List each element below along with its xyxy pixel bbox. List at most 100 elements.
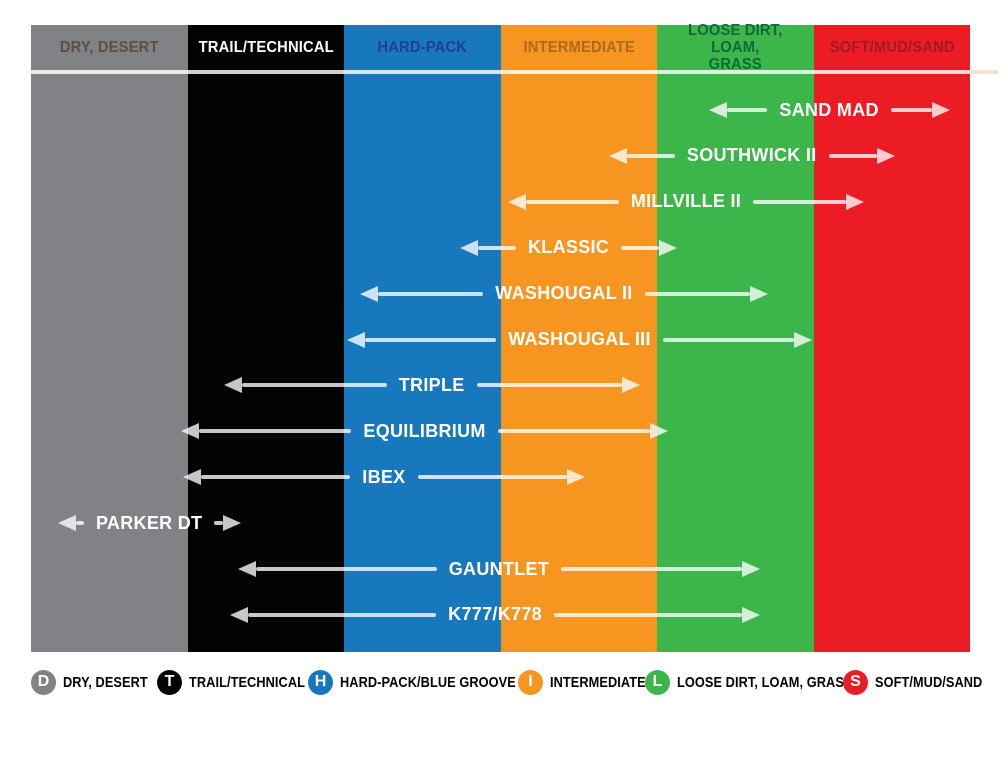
column-header: SOFT/MUD/SAND bbox=[829, 39, 955, 56]
legend-item-s: S SOFT/MUD/SAND bbox=[843, 669, 1000, 695]
arrow-line bbox=[828, 153, 877, 158]
tire-rows: SAND MAD SOUTHWICK II MILLVILLE II KLASSIC W… bbox=[31, 25, 970, 652]
arrowhead-right-icon bbox=[742, 561, 761, 577]
arrow-line bbox=[890, 108, 932, 112]
legend: D DRY, DESERT T TRAIL/TECHNICAL H HARD-PACK/B… bbox=[31, 669, 991, 699]
arrowhead-right-icon bbox=[750, 285, 769, 302]
tire-label: EQUILIBRIUM bbox=[363, 420, 486, 441]
legend-label: LOOSE DIRT, LOAM, GRASS bbox=[677, 673, 853, 691]
arrowhead-left-icon bbox=[229, 606, 248, 623]
tire-range-washougal-iii: WASHOUGAL III bbox=[347, 326, 812, 354]
arrowhead-right-icon bbox=[222, 515, 241, 532]
arrow-line bbox=[241, 383, 387, 388]
arrowhead-right-icon bbox=[649, 423, 668, 440]
arrow-line bbox=[626, 153, 675, 158]
arrowhead-right-icon bbox=[742, 606, 761, 623]
arrow-line bbox=[417, 475, 567, 480]
tire-label: SAND MAD bbox=[779, 99, 879, 120]
legend-item-l: L LOOSE DIRT, LOAM, GRASS bbox=[645, 669, 883, 695]
arrow-line bbox=[200, 475, 351, 480]
tire-range-equilibrium: EQUILIBRIUM bbox=[181, 417, 668, 445]
legend-s-circle-icon: S bbox=[843, 669, 868, 695]
arrowhead-right-icon bbox=[793, 331, 812, 348]
tire-label: PARKER DT bbox=[95, 512, 203, 533]
arrowhead-right-icon bbox=[845, 193, 864, 210]
tire-range-triple: TRIPLE bbox=[223, 371, 640, 399]
tire-label: SOUTHWICK II bbox=[686, 145, 817, 166]
tire-label: KLASSIC bbox=[528, 237, 610, 258]
arrow-line bbox=[726, 108, 768, 112]
arrowhead-right-icon bbox=[931, 102, 950, 118]
tire-label: GAUNTLET bbox=[448, 558, 550, 579]
legend-t-circle-icon: T bbox=[157, 669, 182, 695]
header-separator-line bbox=[31, 70, 970, 74]
arrow-line bbox=[553, 612, 743, 617]
arrowhead-left-icon bbox=[181, 423, 200, 440]
arrowhead-left-icon bbox=[182, 469, 201, 486]
arrow-line bbox=[621, 245, 660, 250]
column-header: TRAIL/TECHNICAL bbox=[198, 39, 334, 56]
legend-d-circle-icon: D bbox=[31, 669, 56, 695]
legend-l-circle-icon: L bbox=[645, 669, 670, 695]
header-separator-stub bbox=[970, 70, 998, 74]
legend-item-t: T TRAIL/TECHNICAL bbox=[157, 669, 326, 695]
tire-range-parker-dt: PARKER DT bbox=[57, 509, 241, 537]
arrow-line bbox=[255, 567, 437, 571]
arrow-line bbox=[377, 291, 484, 296]
arrow-line bbox=[199, 429, 352, 434]
arrow-line bbox=[365, 337, 497, 342]
column-header: HARD-PACK bbox=[377, 39, 468, 56]
arrowhead-left-icon bbox=[347, 331, 366, 348]
arrowhead-left-icon bbox=[359, 285, 378, 302]
arrowhead-right-icon bbox=[566, 469, 585, 486]
legend-h-circle-icon: H bbox=[308, 669, 333, 695]
tire-label: IBEX bbox=[362, 466, 406, 487]
arrow-line bbox=[477, 245, 516, 250]
legend-item-h: H HARD-PACK/BLUE GROOVE bbox=[308, 669, 547, 695]
tire-range-klassic: KLASSIC bbox=[459, 234, 678, 262]
tire-range-gauntlet: GAUNTLET bbox=[237, 555, 761, 583]
column-header: DRY, DESERT bbox=[59, 39, 159, 56]
arrowhead-right-icon bbox=[876, 147, 895, 164]
arrowhead-left-icon bbox=[708, 102, 727, 118]
terrain-column-4: INTERMEDIATE bbox=[500, 25, 657, 652]
legend-label: SOFT/MUD/SAND bbox=[875, 673, 983, 691]
terrain-column-1: DRY, DESERT bbox=[31, 25, 188, 652]
legend-item-i: I INTERMEDIATE bbox=[518, 669, 663, 695]
arrowhead-left-icon bbox=[237, 561, 256, 577]
tire-label: WASHOUGAL III bbox=[508, 329, 651, 349]
arrowhead-left-icon bbox=[459, 239, 478, 256]
tire-range-ibex: IBEX bbox=[182, 463, 585, 491]
legend-label: DRY, DESERT bbox=[63, 673, 148, 691]
terrain-column-6: SOFT/MUD/SAND bbox=[813, 25, 970, 652]
legend-label: TRAIL/TECHNICAL bbox=[189, 673, 306, 691]
legend-label: INTERMEDIATE bbox=[550, 673, 646, 691]
arrow-line bbox=[526, 199, 619, 204]
arrow-line bbox=[561, 567, 743, 571]
tire-label: MILLVILLE II bbox=[630, 191, 742, 212]
arrow-line bbox=[476, 383, 622, 388]
legend-item-d: D DRY, DESERT bbox=[31, 669, 163, 695]
tire-range-washougal-ii: WASHOUGAL II bbox=[359, 280, 769, 308]
tire-label: TRIPLE bbox=[398, 374, 465, 395]
arrowhead-right-icon bbox=[621, 377, 640, 394]
column-header: INTERMEDIATE bbox=[522, 39, 635, 56]
tire-range-sand-mad: SAND MAD bbox=[708, 96, 950, 124]
arrow-line bbox=[497, 429, 650, 434]
tire-label: K777/K778 bbox=[448, 604, 542, 625]
tire-label: WASHOUGAL II bbox=[495, 283, 633, 304]
tire-range-millville-ii: MILLVILLE II bbox=[508, 188, 864, 216]
arrow-line bbox=[247, 612, 437, 617]
arrow-line bbox=[753, 199, 846, 204]
arrowhead-left-icon bbox=[57, 515, 76, 532]
arrow-line bbox=[214, 521, 223, 526]
tire-range-southwick-ii: SOUTHWICK II bbox=[608, 142, 895, 170]
terrain-column-2: TRAIL/TECHNICAL bbox=[187, 25, 344, 652]
arrow-line bbox=[662, 337, 794, 342]
arrowhead-right-icon bbox=[659, 239, 678, 256]
arrowhead-left-icon bbox=[223, 377, 242, 394]
arrowhead-left-icon bbox=[608, 147, 627, 164]
tire-range-k777-k778: K777/K778 bbox=[229, 601, 761, 629]
legend-i-circle-icon: I bbox=[518, 669, 543, 695]
column-header: LOOSE DIRT, LOAM, GRASS bbox=[688, 22, 783, 73]
